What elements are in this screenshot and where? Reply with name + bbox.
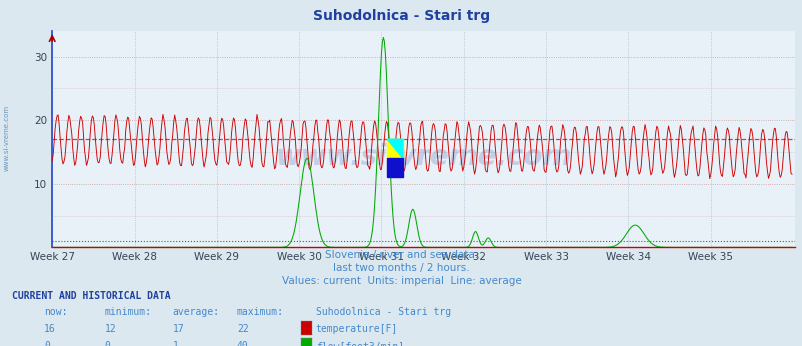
Text: CURRENT AND HISTORICAL DATA: CURRENT AND HISTORICAL DATA [12,291,171,301]
Text: temperature[F]: temperature[F] [315,324,397,334]
Bar [387,158,403,177]
Text: www.si-vreme.com: www.si-vreme.com [3,105,10,172]
Text: Values: current  Units: imperial  Line: average: Values: current Units: imperial Line: av… [282,276,520,286]
Text: Slovenia / river and sea data.: Slovenia / river and sea data. [325,250,477,260]
Text: last two months / 2 hours.: last two months / 2 hours. [333,263,469,273]
Text: now:: now: [44,307,67,317]
Text: 1: 1 [172,341,178,346]
Text: www.si-vreme.com: www.si-vreme.com [275,143,571,171]
Text: average:: average: [172,307,220,317]
Text: 0: 0 [44,341,50,346]
Text: 12: 12 [104,324,116,334]
Text: Suhodolnica - Stari trg: Suhodolnica - Stari trg [315,307,450,317]
Text: 16: 16 [44,324,56,334]
Text: Suhodolnica - Stari trg: Suhodolnica - Stari trg [313,9,489,22]
Text: 17: 17 [172,324,184,334]
Polygon shape [387,139,403,158]
Text: 22: 22 [237,324,249,334]
Text: 0: 0 [104,341,110,346]
Text: 40: 40 [237,341,249,346]
Text: flow[foot3/min]: flow[foot3/min] [315,341,403,346]
Text: maximum:: maximum: [237,307,284,317]
Text: minimum:: minimum: [104,307,152,317]
